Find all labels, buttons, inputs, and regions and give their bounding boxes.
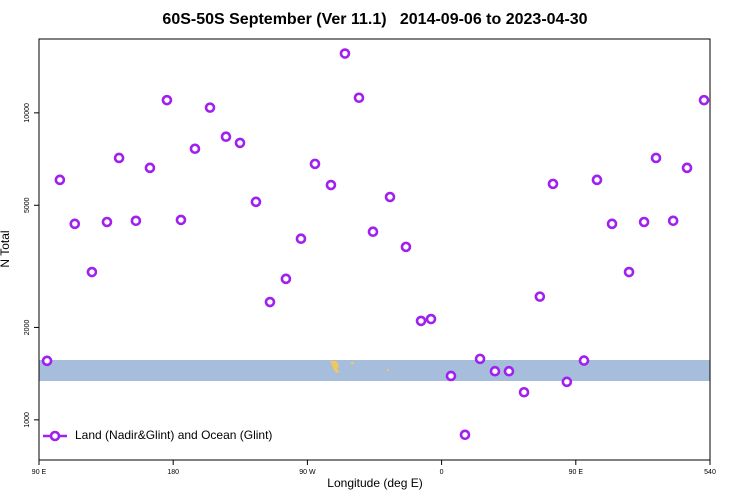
point	[144, 162, 156, 174]
land-patch	[330, 361, 340, 373]
point	[54, 174, 66, 186]
point	[400, 241, 412, 253]
latitude-band-map	[39, 360, 710, 381]
point	[698, 94, 710, 106]
point	[325, 179, 337, 191]
point	[101, 216, 113, 228]
point	[578, 355, 590, 366]
point	[280, 273, 292, 285]
plot-frame	[38, 38, 711, 461]
point	[175, 214, 187, 226]
chart-title: 60S-50S September (Ver 11.1) 2014-09-06 …	[162, 11, 587, 28]
y-tick-label: 10000	[24, 103, 31, 123]
point	[623, 266, 635, 278]
point	[415, 315, 427, 327]
point	[459, 429, 471, 441]
point	[295, 233, 307, 245]
x-tick-label: 90 E	[569, 469, 584, 476]
y-tick-label: 1000	[24, 412, 31, 428]
x-axis-label: Longitude (deg E)	[327, 476, 422, 490]
point	[561, 376, 573, 388]
legend-marker	[49, 430, 61, 442]
point	[220, 131, 232, 143]
land-patch	[351, 362, 354, 364]
point	[591, 174, 603, 186]
point	[503, 365, 515, 377]
point	[113, 152, 125, 164]
point	[638, 216, 650, 228]
point	[339, 48, 351, 59]
x-tick-label: 0	[440, 469, 444, 476]
point	[667, 215, 679, 227]
y-tick-label: 2000	[24, 320, 31, 336]
point	[534, 291, 546, 302]
point	[474, 353, 486, 365]
x-tick-label: 90 W	[299, 469, 316, 476]
point	[445, 370, 457, 382]
point	[69, 218, 81, 230]
point	[189, 143, 201, 155]
point	[264, 296, 276, 308]
x-tick-label: 540	[704, 469, 716, 476]
point	[41, 355, 53, 367]
point	[384, 191, 396, 203]
point	[681, 162, 693, 174]
point	[204, 102, 216, 113]
y-tick-label: 5000	[24, 197, 31, 213]
point	[130, 215, 142, 227]
point	[367, 226, 379, 238]
point	[250, 196, 262, 208]
point	[489, 365, 501, 377]
x-tick-label: 180	[167, 469, 179, 476]
point	[86, 266, 98, 278]
point	[425, 313, 437, 325]
point	[353, 92, 365, 104]
point	[606, 218, 618, 230]
y-axis-label: N Total	[0, 230, 12, 267]
point	[161, 94, 173, 106]
x-tick-label: 90 E	[32, 469, 47, 476]
point	[518, 386, 530, 398]
point	[309, 158, 321, 170]
land-patch	[387, 369, 389, 371]
point	[650, 152, 662, 164]
point	[547, 178, 559, 190]
point	[234, 137, 246, 149]
legend-label: Land (Nadir&Glint) and Ocean (Glint)	[75, 428, 272, 442]
